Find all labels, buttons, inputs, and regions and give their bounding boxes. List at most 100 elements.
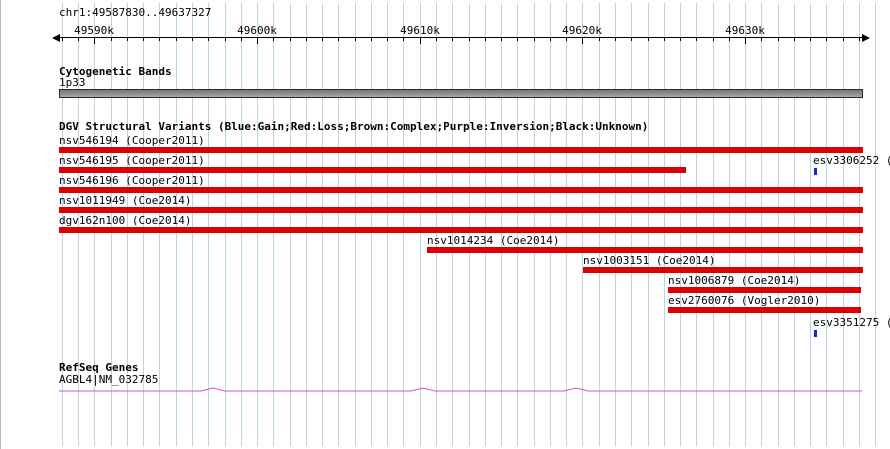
variant-label[interactable]: nsv1011949 (Coe2014) bbox=[59, 194, 192, 207]
ruler-minor-tick bbox=[289, 37, 291, 41]
grid-line bbox=[338, 3, 340, 446]
variant-label[interactable]: nsv1003151 (Coe2014) bbox=[583, 254, 716, 267]
ruler-tick-label: 49620k bbox=[562, 24, 602, 37]
grid-line bbox=[387, 3, 389, 446]
grid-line bbox=[859, 3, 861, 446]
gene-model-line[interactable] bbox=[59, 387, 862, 392]
grid-line bbox=[582, 3, 584, 446]
grid-line bbox=[289, 3, 291, 446]
ruler-minor-tick bbox=[680, 37, 682, 41]
ruler-minor-tick bbox=[322, 37, 324, 41]
grid-line bbox=[517, 3, 519, 446]
grid-line bbox=[680, 3, 682, 446]
grid-line bbox=[94, 3, 96, 446]
ruler-minor-tick bbox=[78, 37, 80, 41]
grid-line bbox=[468, 3, 470, 446]
variant-bar-loss[interactable] bbox=[59, 187, 863, 193]
ruler-tick-label: 49590k bbox=[74, 24, 114, 37]
ruler-minor-tick bbox=[614, 37, 616, 41]
grid-line bbox=[598, 3, 600, 446]
grid-line bbox=[566, 3, 568, 446]
ruler-minor-tick bbox=[598, 37, 600, 41]
cytogenetic-bands-title: Cytogenetic Bands bbox=[59, 65, 172, 78]
ruler-minor-tick bbox=[191, 37, 193, 41]
variant-label[interactable]: esv3351275 (1 bbox=[813, 316, 890, 329]
variant-bar-loss[interactable] bbox=[59, 207, 863, 213]
ruler-minor-tick bbox=[566, 37, 568, 41]
ruler-minor-tick bbox=[354, 37, 356, 41]
grid-line bbox=[810, 3, 812, 446]
variant-bar-loss[interactable] bbox=[668, 307, 861, 313]
ruler-minor-tick bbox=[631, 37, 633, 41]
variant-label[interactable]: nsv546194 (Cooper2011) bbox=[59, 134, 205, 147]
variant-bar-gain[interactable] bbox=[814, 168, 817, 175]
variant-label[interactable]: esv3306252 (1 bbox=[813, 154, 890, 167]
grid-line bbox=[501, 3, 503, 446]
grid-line bbox=[322, 3, 324, 446]
grid-line bbox=[273, 3, 275, 446]
variant-label[interactable]: esv2760076 (Vogler2010) bbox=[668, 294, 821, 307]
grid-line bbox=[631, 3, 633, 446]
ruler-minor-tick bbox=[61, 37, 63, 41]
ruler-minor-tick bbox=[712, 37, 714, 41]
ruler-minor-tick bbox=[126, 37, 128, 41]
grid-line bbox=[712, 3, 714, 446]
ruler-minor-tick bbox=[468, 37, 470, 41]
grid-line bbox=[826, 3, 828, 446]
variant-label[interactable]: nsv1014234 (Coe2014) bbox=[427, 234, 560, 247]
grid-line bbox=[126, 3, 128, 446]
ruler-minor-tick bbox=[175, 37, 177, 41]
variant-label[interactable]: dgv162n100 (Coe2014) bbox=[59, 214, 192, 227]
grid-line bbox=[370, 3, 372, 446]
ruler-minor-tick bbox=[208, 37, 210, 41]
ruler-minor-tick bbox=[777, 37, 779, 41]
grid-line bbox=[403, 3, 405, 446]
grid-line bbox=[208, 3, 210, 446]
ruler-tick-label: 49600k bbox=[237, 24, 277, 37]
ruler-minor-tick bbox=[549, 37, 551, 41]
grid-line bbox=[78, 3, 80, 446]
ruler-tick-label: 49610k bbox=[400, 24, 440, 37]
grid-line bbox=[110, 3, 112, 446]
variant-bar-gain[interactable] bbox=[814, 330, 817, 337]
ruler-minor-tick bbox=[793, 37, 795, 41]
ruler-minor-tick bbox=[842, 37, 844, 41]
ruler-minor-tick bbox=[533, 37, 535, 41]
grid-line bbox=[842, 3, 844, 446]
grid-line bbox=[452, 3, 454, 446]
ruler-minor-tick bbox=[305, 37, 307, 41]
cytoband-bar bbox=[59, 89, 863, 98]
ruler-minor-tick bbox=[143, 37, 145, 41]
ruler-right-arrow-icon bbox=[862, 34, 870, 42]
refseq-genes-title: RefSeq Genes bbox=[59, 361, 139, 374]
grid-line bbox=[663, 3, 665, 446]
grid-line bbox=[240, 3, 242, 446]
ruler-minor-tick bbox=[159, 37, 161, 41]
variant-label[interactable]: nsv546195 (Cooper2011) bbox=[59, 154, 205, 167]
grid-line bbox=[777, 3, 779, 446]
ruler-minor-tick bbox=[517, 37, 519, 41]
grid-line bbox=[484, 3, 486, 446]
grid-line bbox=[224, 3, 226, 446]
ruler-minor-tick bbox=[338, 37, 340, 41]
ruler-major-tick bbox=[582, 37, 583, 44]
ruler-major-tick bbox=[257, 37, 258, 44]
variant-bar-loss[interactable] bbox=[59, 167, 686, 173]
ruler-minor-tick bbox=[224, 37, 226, 41]
ruler-minor-tick bbox=[728, 37, 730, 41]
dgv-track-title: DGV Structural Variants (Blue:Gain;Red:L… bbox=[59, 120, 649, 133]
variant-bar-loss[interactable] bbox=[59, 147, 863, 153]
variant-bar-loss[interactable] bbox=[583, 267, 863, 273]
variant-bar-loss[interactable] bbox=[668, 287, 861, 293]
variant-label[interactable]: nsv1006879 (Coe2014) bbox=[668, 274, 801, 287]
grid-line bbox=[159, 3, 161, 446]
variant-bar-loss[interactable] bbox=[427, 247, 863, 253]
ruler-minor-tick bbox=[452, 37, 454, 41]
variant-bar-loss[interactable] bbox=[59, 227, 863, 233]
grid-line bbox=[175, 3, 177, 446]
variant-label[interactable]: nsv546196 (Cooper2011) bbox=[59, 174, 205, 187]
ruler-minor-tick bbox=[110, 37, 112, 41]
ruler-minor-tick bbox=[761, 37, 763, 41]
